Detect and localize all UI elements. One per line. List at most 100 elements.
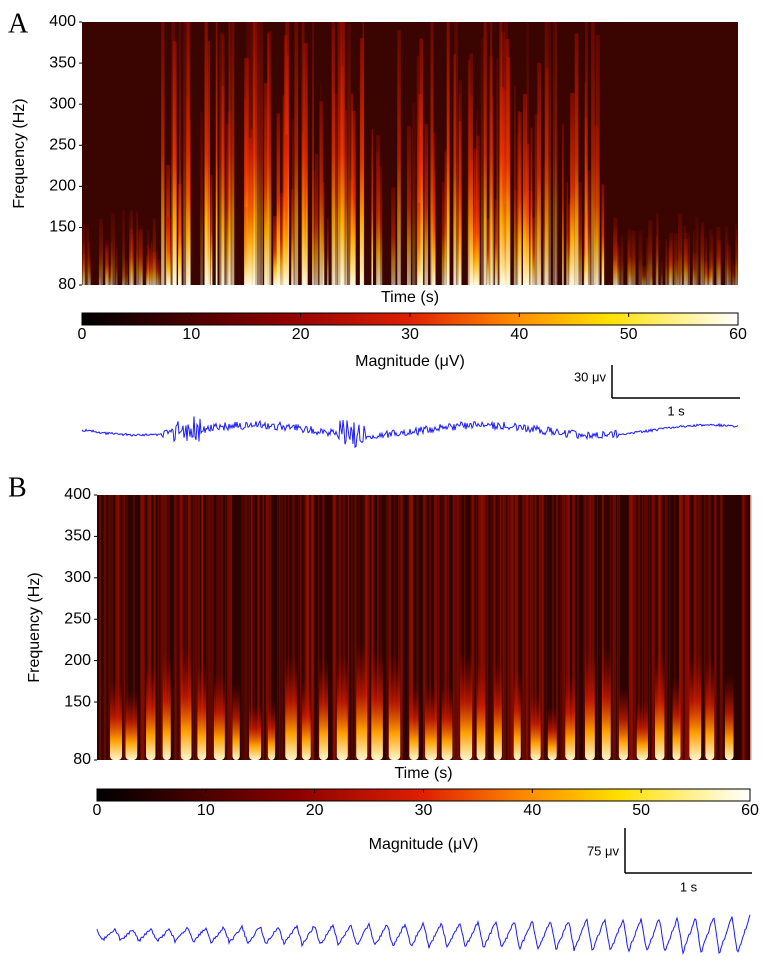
spectrogram-texture	[552, 22, 556, 285]
spectrogram-texture	[695, 217, 699, 285]
spectrogram-texture	[195, 495, 198, 760]
spectrogram-texture	[562, 123, 564, 285]
spectrogram-texture	[532, 217, 535, 285]
spectrogram-texture	[568, 198, 571, 285]
spectrogram-texture	[494, 199, 498, 285]
spectrogram-texture	[122, 210, 125, 285]
spectrogram-texture	[156, 259, 161, 285]
spectrogram-texture	[472, 205, 477, 285]
spectrogram-texture	[187, 495, 190, 760]
spectrogram-texture	[447, 495, 450, 760]
spectrogram-texture	[285, 654, 297, 760]
spectrogram-texture	[503, 495, 507, 760]
spectrogram-texture	[648, 220, 653, 285]
spectrogram-texture	[513, 86, 516, 285]
spectrogram-texture	[397, 29, 401, 286]
spectrogram-texture	[297, 495, 299, 760]
spectrogram-texture	[584, 82, 586, 285]
spectrogram-texture	[317, 495, 320, 760]
spectrogram-texture	[230, 495, 233, 760]
spectrogram-texture	[674, 495, 676, 760]
spectrogram-texture	[441, 181, 445, 285]
spectrogram-texture	[88, 241, 91, 285]
spectrogram-texture	[424, 495, 426, 760]
spectrogram-texture	[300, 495, 302, 760]
spectrogram-texture	[669, 495, 671, 760]
spectrogram-texture	[665, 239, 668, 285]
spectrogram-texture	[243, 495, 246, 760]
spectrogram-texture	[482, 495, 485, 760]
spectrogram-texture	[198, 495, 201, 760]
spectrogram-texture	[441, 684, 453, 760]
spectrogram-texture	[114, 495, 117, 760]
spectrogram-texture	[660, 495, 663, 760]
spectrogram-texture	[367, 495, 370, 760]
spectrogram-texture	[572, 495, 575, 760]
spectrogram-texture	[408, 495, 412, 760]
spectrogram-texture	[110, 495, 114, 760]
spectrogram-texture	[132, 495, 135, 760]
spectrogram-texture	[253, 495, 256, 760]
spectrogram-texture	[207, 495, 209, 760]
spectrogram-texture	[492, 495, 496, 760]
spectrogram-texture	[211, 495, 214, 760]
spectrogram-texture	[305, 495, 308, 760]
spectrogram-texture	[676, 259, 679, 285]
spectrogram-texture	[582, 495, 586, 760]
y-tick-label: 200	[49, 178, 76, 195]
spectrogram-texture	[683, 495, 687, 760]
spectrogram-texture	[452, 495, 454, 760]
spectrogram-texture	[522, 93, 528, 285]
spectrogram-texture	[184, 495, 187, 760]
spectrogram-texture	[339, 495, 341, 760]
colorbar-label: Magnitude (μV)	[355, 353, 465, 370]
spectrogram-texture	[516, 134, 519, 285]
spectrogram-texture	[362, 22, 365, 285]
spectrogram-texture	[333, 93, 338, 285]
spectrogram-texture	[291, 118, 295, 285]
spectrogram-texture	[371, 650, 383, 760]
spectrogram-texture	[687, 495, 689, 760]
spectrogram-texture	[117, 495, 121, 760]
spectrogram-texture	[148, 248, 151, 285]
spectrogram-texture	[149, 495, 151, 760]
spectrogram-texture	[613, 217, 618, 285]
spectrogram-texture	[630, 495, 633, 760]
spectrogram-texture	[486, 219, 490, 285]
spectrogram-texture	[322, 181, 325, 285]
spectrogram-texture	[251, 495, 253, 760]
spectrogram-texture	[409, 681, 419, 760]
colorbar-tick-label: 30	[401, 326, 419, 343]
spectrogram-texture	[709, 251, 712, 285]
spectrogram-texture	[306, 495, 309, 760]
spectrogram-texture	[736, 229, 739, 285]
spectrogram-texture	[437, 495, 440, 760]
spectrogram-texture	[299, 495, 302, 760]
spectrogram-texture	[547, 706, 557, 760]
spectrogram-texture	[267, 699, 276, 760]
scale-bar-amplitude: 30 μv	[574, 369, 607, 384]
spectrogram-texture	[644, 495, 648, 760]
spectrogram-texture	[577, 181, 583, 285]
spectrogram-texture	[168, 495, 170, 760]
spectrogram-texture	[306, 495, 309, 760]
spectrogram-texture	[684, 495, 687, 760]
spectrogram-texture	[693, 253, 697, 285]
spectrogram-texture	[453, 495, 456, 760]
spectrogram-texture	[591, 22, 595, 285]
spectrogram-texture	[210, 174, 213, 285]
spectrogram-texture	[253, 22, 257, 285]
spectrogram-texture	[436, 495, 438, 760]
y-tick-label: 350	[64, 528, 91, 545]
spectrogram-texture	[306, 495, 309, 760]
y-tick-label: 400	[49, 13, 76, 30]
spectrogram-texture	[565, 673, 576, 760]
spectrogram-texture	[445, 495, 447, 760]
spectrogram-texture	[312, 22, 314, 285]
spectrogram-texture	[618, 686, 628, 760]
spectrogram-texture	[445, 495, 447, 760]
spectrogram-texture	[719, 495, 722, 760]
spectrogram-texture	[508, 495, 510, 760]
spectrogram-texture	[189, 495, 191, 760]
spectrogram-texture	[257, 495, 260, 760]
